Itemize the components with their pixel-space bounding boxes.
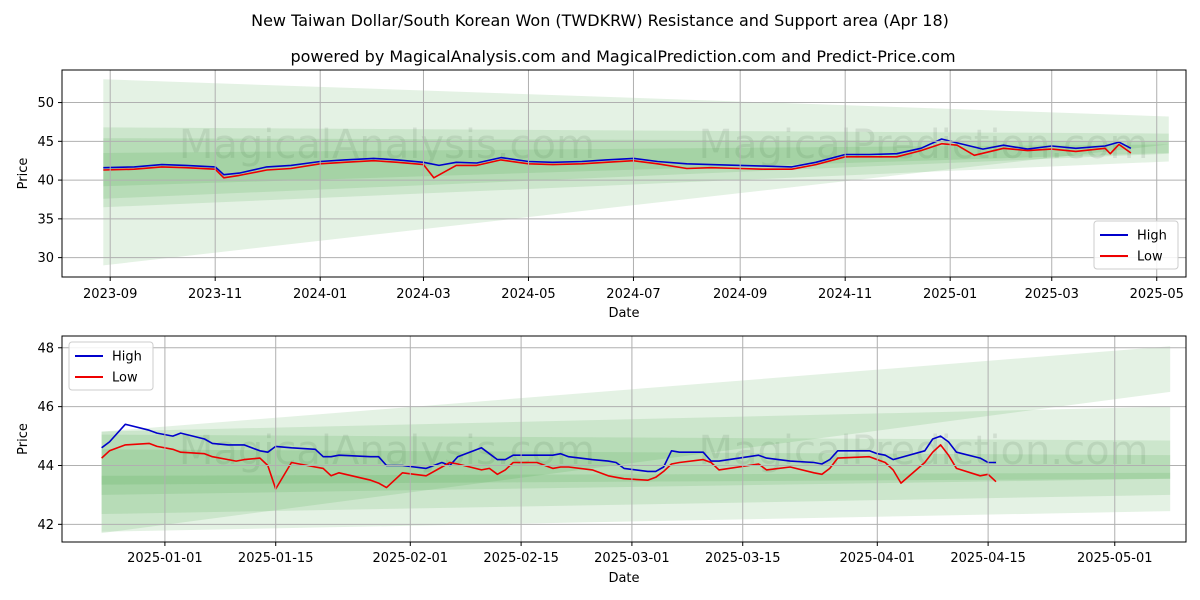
x-tick-label: 2025-01-15 [238,551,314,566]
plot-content [101,346,1171,534]
y-tick-label: 30 [37,251,54,266]
x-tick-label: 2024-03 [396,287,450,302]
y-tick-label: 35 [37,212,54,227]
y-tick-label: 40 [37,174,54,189]
legend-label-high: High [112,350,142,365]
y-tick-label: 46 [37,400,54,415]
support-resistance-band-2 [103,138,1169,199]
x-tick-label: 2025-04-01 [840,551,916,566]
support-resistance-band-3 [101,449,1171,495]
x-axis-label: Date [608,571,639,586]
x-tick-label: 2024-11 [818,287,872,302]
support-resistance-band-0 [101,346,1171,534]
y-axis-label: Price [16,423,31,455]
x-tick-label: 2025-02-15 [483,551,559,566]
plot-frame [61,335,1187,543]
plot-content [103,79,1169,266]
legend: High Low [68,341,154,391]
x-tick-label: 2025-01 [923,287,977,302]
y-tick-label: 42 [37,518,54,533]
series-line-low [101,442,997,490]
x-axis-label: Date [608,306,639,321]
x-tick-label: 2025-03 [1025,287,1079,302]
legend: High Low [1093,220,1179,270]
y-tick-label: 44 [37,459,54,474]
legend-label-high: High [1137,229,1167,244]
chart-subtitle: powered by MagicalAnalysis.com and Magic… [290,47,955,66]
chart-title: New Taiwan Dollar/South Korean Won (TWDK… [251,11,949,30]
x-tick-label: 2025-05 [1130,287,1184,302]
x-tick-label: 2023-11 [188,287,242,302]
support-resistance-band-2 [101,434,1171,515]
y-tick-label: 45 [37,135,54,150]
series-line-high [101,423,996,473]
support-resistance-band-1 [103,127,1169,208]
x-tick-label: 2024-07 [606,287,660,302]
top-chart-panel: MagicalAnalysis.com MagicalPrediction.com… [16,69,1187,321]
series-line-high [103,138,1132,176]
x-tick-label: 2025-04-15 [950,551,1026,566]
y-tick-label: 50 [37,96,54,111]
x-tick-label: 2025-05-01 [1077,551,1153,566]
y-axis-label: Price [16,158,31,190]
x-tick-label: 2023-09 [83,287,137,302]
x-tick-label: 2024-09 [713,287,767,302]
x-tick-label: 2025-03-01 [594,551,670,566]
x-tick-label: 2024-05 [501,287,555,302]
watermark-analysis: MagicalAnalysis.com [179,428,595,474]
watermark-prediction: MagicalPrediction.com [699,122,1149,168]
legend-label-low: Low [112,371,138,386]
x-tick-label: 2025-02-01 [373,551,449,566]
bottom-chart-panel: MagicalAnalysis.com MagicalPrediction.com… [16,335,1187,586]
legend-label-low: Low [1137,250,1163,265]
plot-frame [61,69,1187,278]
x-tick-label: 2025-01-01 [127,551,203,566]
y-tick-label: 48 [37,341,54,356]
x-tick-label: 2025-03-15 [705,551,781,566]
x-tick-label: 2024-01 [293,287,347,302]
